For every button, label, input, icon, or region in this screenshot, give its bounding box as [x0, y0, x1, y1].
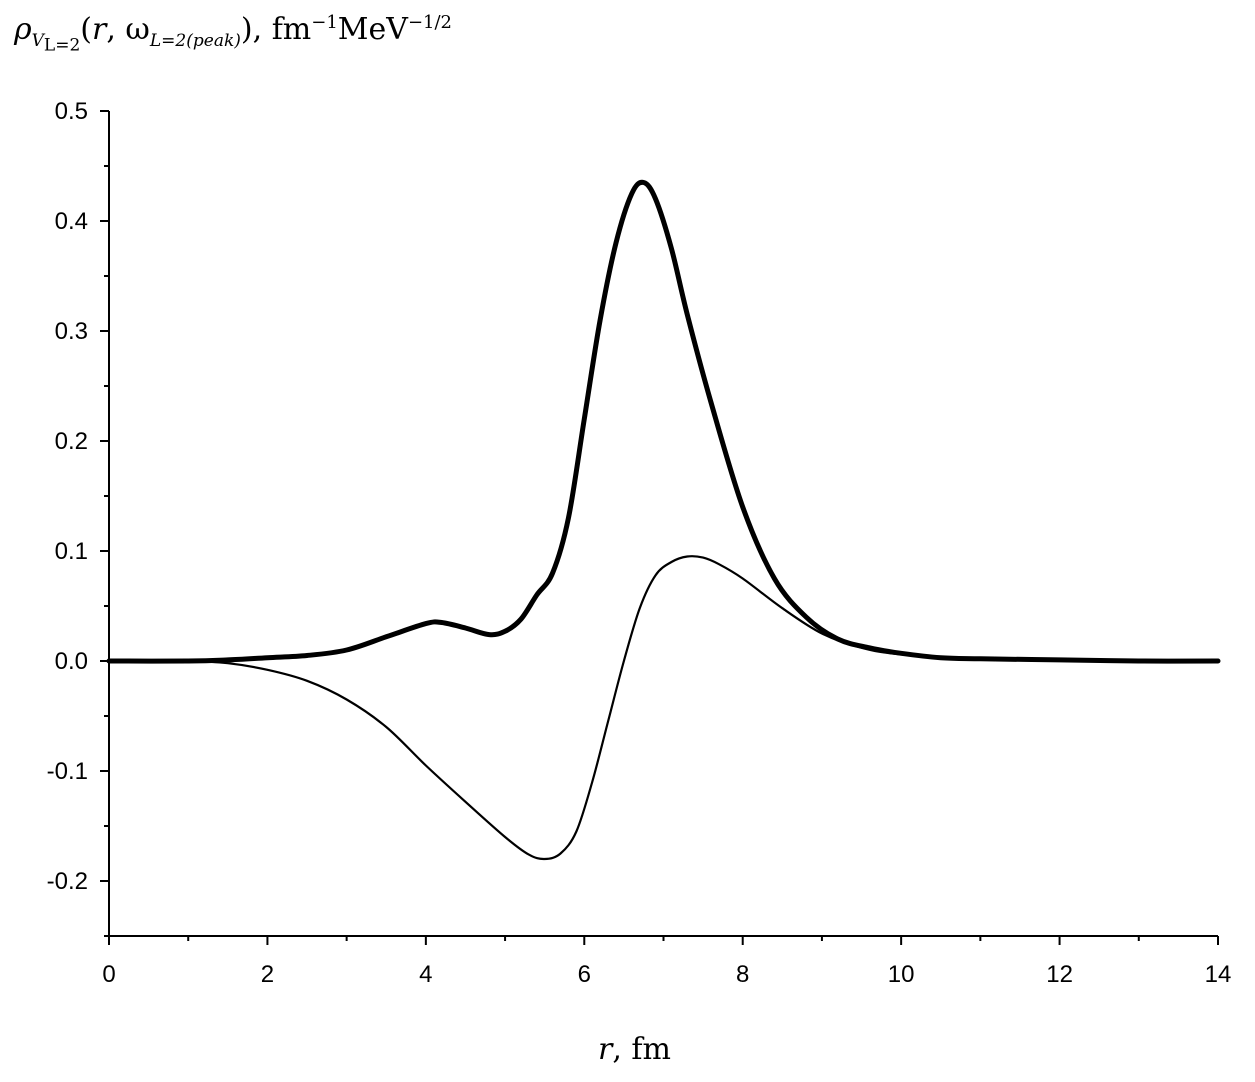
- x-tick-label: 12: [1046, 961, 1073, 988]
- x-axis-label-var: r: [598, 1032, 613, 1067]
- x-tick-label: 10: [888, 961, 915, 988]
- y-tick-label: -0.2: [47, 868, 88, 895]
- y-axis-label-open-paren: (: [80, 12, 92, 47]
- ticks: 0 2 4 6 8 10 12 14 -0.2 -0.1 0.0 0.1 0.2 0.3 0.4 0.5: [47, 98, 1232, 988]
- y-axis-label-unit-fm-exp: −1: [311, 12, 338, 33]
- y-tick-label: 0.2: [55, 428, 88, 455]
- y-axis-label-units-sep: ,: [252, 12, 272, 47]
- y-tick-label: 0.4: [55, 208, 88, 235]
- y-tick-label: 0.3: [55, 318, 88, 345]
- x-tick-label: 2: [261, 961, 274, 988]
- y-axis-label-sub-sub: L=2: [43, 35, 81, 56]
- y-axis-label-sub-symbol: V: [31, 31, 44, 51]
- y-axis-label-unit-fm: fm: [271, 12, 312, 47]
- y-tick-label: 0.1: [55, 538, 88, 565]
- y-axis-label-omega-sub: L=2(peak): [149, 31, 241, 51]
- x-tick-label: 0: [102, 961, 115, 988]
- y-axis-label-omega-subscript: L=2(peak): [150, 31, 241, 51]
- y-axis-label-symbol: ρ: [14, 12, 32, 47]
- series-line-thin: [107, 555, 1220, 861]
- x-tick-label: 4: [419, 961, 432, 988]
- y-axis-label-unit-mev-exp: −1/2: [407, 12, 452, 33]
- y-axis-label: ρVL=2(r, ωL=2(peak)), fm−1MeV−1/2: [14, 12, 452, 55]
- series-group: [106, 179, 1221, 861]
- y-axis-label-close-paren: ): [240, 12, 253, 47]
- y-axis-label-arg-omega: , ω: [106, 12, 150, 47]
- y-tick-label: 0.0: [55, 648, 88, 675]
- y-tick-label: -0.1: [47, 758, 88, 785]
- x-tick-label: 6: [578, 961, 591, 988]
- x-axis-label: r, fm: [598, 1032, 671, 1067]
- x-tick-label: 8: [736, 961, 749, 988]
- y-axis-label-arg-r: r: [92, 12, 107, 47]
- axes: [108, 111, 1218, 937]
- x-tick-label: 14: [1205, 961, 1232, 988]
- y-axis-label-unit-mev: MeV: [337, 12, 408, 47]
- x-axis-label-unit: , fm: [612, 1032, 671, 1067]
- y-axis-label-subscript: VL=2: [31, 31, 81, 55]
- series-line-thick: [106, 179, 1221, 664]
- y-tick-label: 0.5: [55, 98, 88, 125]
